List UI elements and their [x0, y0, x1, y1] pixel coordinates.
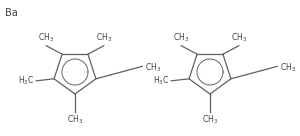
Text: CH$_3$: CH$_3$: [202, 114, 218, 126]
Text: CH$_3$: CH$_3$: [280, 61, 296, 74]
Text: CH$_3$: CH$_3$: [67, 114, 83, 126]
Text: Ba: Ba: [5, 8, 18, 18]
Text: H$_3$C: H$_3$C: [18, 75, 34, 87]
Text: CH$_3$: CH$_3$: [231, 31, 247, 44]
Text: CH$_3$: CH$_3$: [173, 31, 189, 44]
Text: CH$_3$: CH$_3$: [96, 31, 112, 44]
Text: CH$_3$: CH$_3$: [38, 31, 54, 44]
Text: H$_3$C: H$_3$C: [153, 75, 169, 87]
Text: CH$_3$: CH$_3$: [145, 61, 161, 74]
